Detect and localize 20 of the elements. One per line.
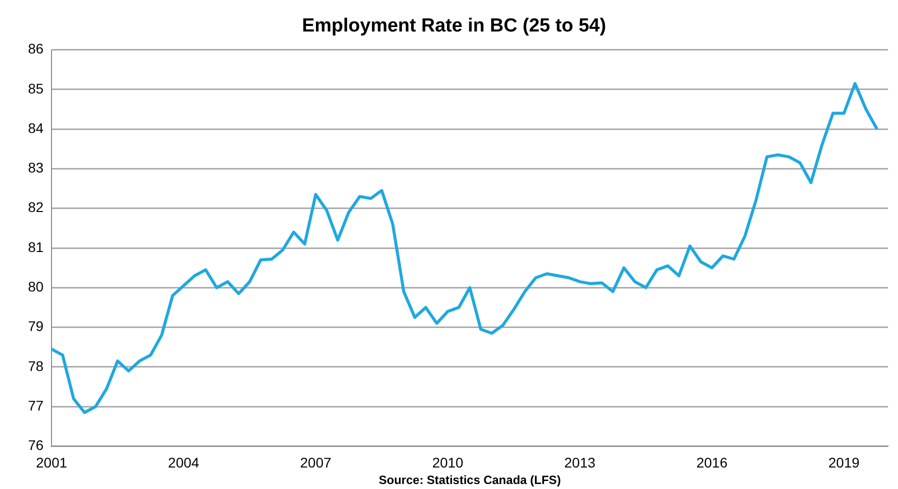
y-tick-label: 83: [28, 160, 44, 176]
source-note: Source: Statistics Canada (LFS): [378, 473, 561, 487]
y-tick-label: 77: [28, 397, 44, 414]
x-tick-label: 2004: [168, 454, 200, 470]
chart-title: Employment Rate in BC (25 to 54): [302, 16, 606, 37]
y-tick-label: 86: [28, 40, 44, 57]
y-tick-label: 84: [28, 120, 44, 136]
y-tick-label: 82: [28, 199, 44, 216]
x-tick-label: 2016: [696, 454, 728, 470]
y-tick-label: 85: [28, 80, 44, 96]
x-tick-label: 2001: [36, 454, 68, 470]
y-tick-label: 80: [28, 278, 44, 294]
y-tick-label: 78: [28, 358, 44, 374]
y-tick-label: 76: [28, 437, 44, 454]
y-tick-label: 79: [28, 318, 44, 334]
x-tick-label: 2007: [300, 454, 332, 470]
x-tick-label: 2019: [828, 454, 860, 470]
x-tick-label: 2010: [432, 454, 464, 470]
x-tick-label: 2013: [564, 454, 596, 470]
y-tick-label: 81: [28, 238, 44, 255]
